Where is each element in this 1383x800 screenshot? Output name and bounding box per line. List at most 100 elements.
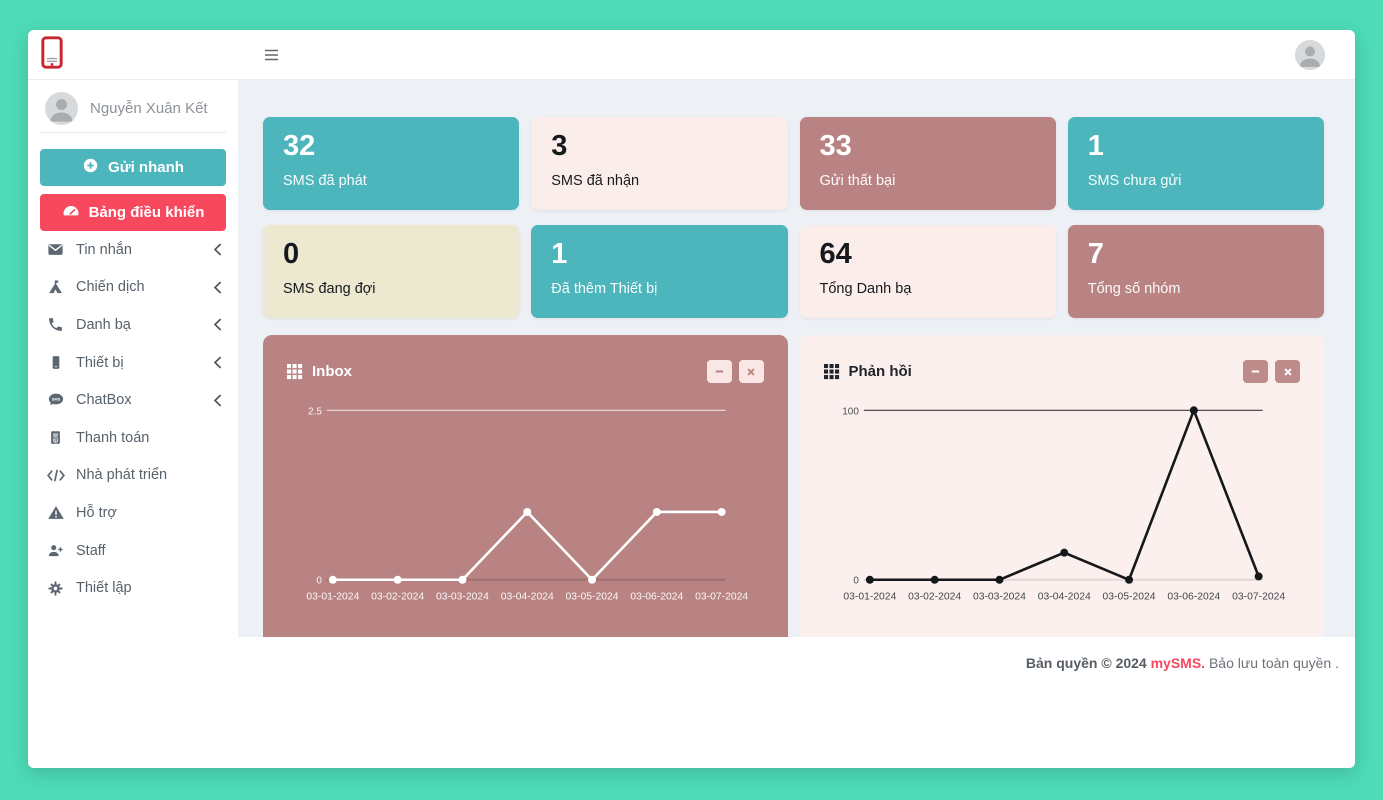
- x-tick-label: 03-02-2024: [371, 592, 424, 603]
- sidebar-item-2[interactable]: Danh bạ: [28, 306, 238, 344]
- x-tick-label: 03-04-2024: [1037, 592, 1090, 603]
- close-icon: [746, 367, 756, 377]
- sidebar-item-7[interactable]: Hỗ trợ: [28, 494, 238, 532]
- charts-row: Inbox 2.5 0 03-01-2024 03-02-2024 03-03-2024 0…: [263, 335, 1324, 637]
- stat-label: SMS đang đợi: [283, 281, 376, 298]
- minus-icon: [714, 366, 725, 377]
- sidebar-item-label: ChatBox: [76, 392, 132, 409]
- chart-point: [1189, 406, 1198, 415]
- sidebar-item-1[interactable]: Chiến dịch: [28, 269, 238, 307]
- sidebar-item-label: Nhà phát triển: [76, 467, 168, 484]
- sidebar-item-label: Hỗ trợ: [76, 504, 117, 521]
- chart-window-buttons: [1243, 360, 1300, 383]
- stat-label: Tổng số nhóm: [1087, 281, 1181, 298]
- stat-card-6: 64 Tổng Danh bạ: [799, 225, 1056, 318]
- stat-value: 3: [551, 130, 568, 162]
- phone-icon: [45, 316, 66, 333]
- sidebar-item-label: Thiết bị: [76, 354, 124, 371]
- phone-logo-icon: [41, 35, 63, 74]
- footer-tail: Bảo lưu toàn quyền .: [1208, 655, 1339, 671]
- chart-point: [328, 575, 337, 584]
- x-tick-label: 03-06-2024: [630, 592, 683, 603]
- menu-toggle-button[interactable]: [264, 49, 279, 61]
- staff-icon: [45, 542, 66, 559]
- x-tick-label: 03-03-2024: [972, 592, 1025, 603]
- stat-label: SMS chưa gửi: [1087, 173, 1182, 190]
- quick-send-button[interactable]: Gửi nhanh: [40, 149, 226, 186]
- sidebar-item-4[interactable]: SMS ChatBox: [28, 381, 238, 419]
- x-tick-label: 03-05-2024: [1102, 592, 1155, 603]
- support-icon: [45, 504, 66, 521]
- grid-icon: [823, 363, 840, 380]
- envelope-icon: [45, 241, 66, 258]
- chart-point: [1254, 572, 1263, 581]
- chevron-left-icon: [213, 356, 222, 369]
- dashboard-button[interactable]: Bảng điều khiển: [40, 194, 226, 231]
- dashboard-content: 32 SMS đã phát 3 SMS đã nhận 33 Gửi thất bại 1…: [238, 80, 1355, 637]
- stat-value: 1: [551, 238, 568, 270]
- sidebar-item-label: Thanh toán: [76, 429, 150, 446]
- chevron-left-icon: [213, 394, 222, 407]
- x-tick-label: 03-04-2024: [501, 592, 554, 603]
- chart-window-buttons: [706, 360, 764, 383]
- device-icon: [45, 354, 66, 371]
- chart-line: [332, 510, 722, 582]
- chart-point: [523, 507, 532, 516]
- sidebar-item-label: Thiết lập: [76, 580, 132, 597]
- chart-title: Phản hồi: [848, 363, 912, 380]
- stat-value: 32: [283, 130, 316, 162]
- x-tick-label: 03-05-2024: [566, 592, 619, 603]
- sidebar-item-0[interactable]: Tin nhắn: [28, 231, 238, 269]
- chart-point: [930, 575, 939, 584]
- collapse-button[interactable]: [1243, 360, 1268, 383]
- sidebar-item-9[interactable]: Thiết lập: [28, 569, 238, 607]
- app-logo[interactable]: [28, 30, 238, 80]
- sidebar-item-8[interactable]: Staff: [28, 532, 238, 570]
- invoice-icon: $: [45, 429, 66, 446]
- stat-label: Gửi thất bại: [819, 173, 896, 190]
- svg-text:SMS: SMS: [51, 397, 60, 402]
- grid-icon: [287, 363, 303, 380]
- stat-value: 7: [1087, 238, 1104, 270]
- close-icon: [1283, 367, 1293, 377]
- sidebar-item-6[interactable]: Nhà phát triển: [28, 457, 238, 495]
- chart-card-1: Phản hồi 100 0 03-01-2024 03-02-2024 03-03-20…: [799, 335, 1324, 637]
- chart-point: [652, 507, 661, 516]
- chart-point: [994, 575, 1003, 584]
- line-chart: 100 0 03-01-2024 03-02-2024 03-03-2024 03-04-…: [842, 406, 1285, 603]
- chart-header: Inbox: [287, 360, 764, 383]
- stat-card-4: 0 SMS đang đợi: [263, 225, 520, 318]
- chat-icon: SMS: [45, 391, 66, 409]
- stat-card-1: 3 SMS đã nhận: [531, 117, 788, 210]
- chart-point: [717, 507, 726, 516]
- y-tick-max: 100: [842, 406, 859, 417]
- dashboard-label: Bảng điều khiển: [88, 204, 205, 221]
- stat-card-3: 1 SMS chưa gửi: [1067, 117, 1324, 210]
- y-tick-zero: 0: [316, 576, 322, 587]
- stat-card-2: 33 Gửi thất bại: [799, 117, 1056, 210]
- line-chart: 2.5 0 03-01-2024 03-02-2024 03-03-2024 03-04-…: [306, 406, 748, 603]
- chart-point: [458, 575, 467, 584]
- chart-point: [1059, 548, 1068, 557]
- sidebar-item-3[interactable]: Thiết bị: [28, 344, 238, 382]
- chart-header: Phản hồi: [823, 360, 1300, 383]
- quick-send-label: Gửi nhanh: [108, 159, 184, 176]
- stat-card-5: 1 Đã thêm Thiết bị: [531, 225, 788, 318]
- stat-value: 64: [819, 238, 852, 270]
- close-button[interactable]: [738, 360, 764, 383]
- chart-point: [393, 575, 402, 584]
- sidebar-menu: Tin nhắn Chiến dịch Danh bạ Thiết bị SMS Chat…: [28, 231, 238, 607]
- navbar-avatar[interactable]: [1295, 39, 1325, 70]
- sidebar-user[interactable]: Nguyễn Xuân Kết: [28, 80, 238, 132]
- x-tick-label: 03-02-2024: [908, 592, 961, 603]
- collapse-button[interactable]: [706, 360, 732, 383]
- chevron-left-icon: [213, 281, 222, 294]
- close-button[interactable]: [1275, 360, 1300, 383]
- sidebar-item-label: Chiến dịch: [76, 279, 145, 296]
- app-window: Nguyễn Xuân Kết Gửi nhanh Bảng điều khiể…: [28, 30, 1355, 768]
- stat-label: SMS đã nhận: [551, 173, 640, 190]
- svg-text:$: $: [55, 439, 57, 443]
- sidebar-item-5[interactable]: $ Thanh toán: [28, 419, 238, 457]
- user-name: Nguyễn Xuân Kết: [90, 100, 208, 117]
